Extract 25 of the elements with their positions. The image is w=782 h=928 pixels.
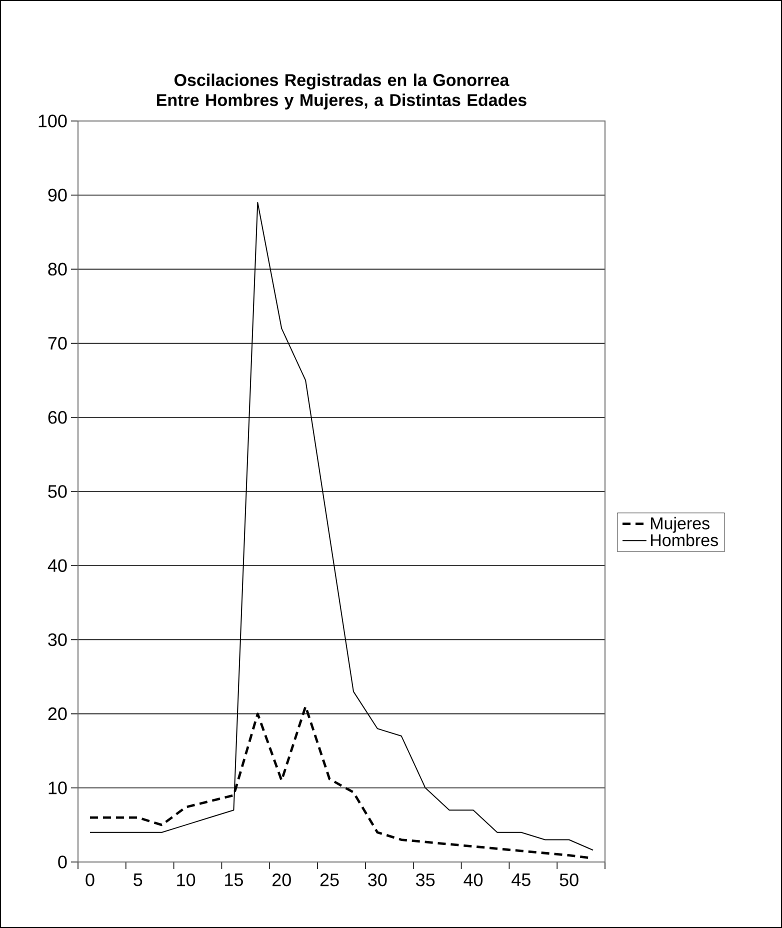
legend-label: Hombres [651,534,718,546]
x-tick-label: 0 [86,874,94,886]
y-tick-label: 20 [48,707,67,720]
y-tick-label: 40 [48,559,67,572]
x-tick-label: 5 [134,874,142,886]
y-tick-label: 100 [38,114,67,128]
y-tick-label: 80 [48,262,67,276]
x-tick-label: 20 [272,874,291,886]
x-tick-label: 30 [368,874,387,886]
x-tick-label: 45 [512,874,530,886]
chart-title: Oscilaciones Registradas en la Gonorrea Entre Hombres y Mujeres, a Distintas Edades [157,74,526,110]
y-tick-label: 30 [48,633,67,646]
x-tick-label: 25 [320,874,339,886]
x-tick-label: 50 [560,874,578,886]
y-tick-label: 50 [48,485,67,498]
x-tick-label: 35 [416,874,435,886]
y-tick-label: 0 [58,856,67,868]
x-tick-label: 10 [177,874,196,886]
y-tick-label: 90 [48,188,67,202]
legend-label: Mujeres [651,516,710,533]
x-tick-label: 40 [464,874,483,886]
y-tick-label: 10 [48,782,67,794]
y-tick-label: 70 [48,336,67,350]
x-tick-label: 15 [225,874,243,886]
y-tick-label: 60 [48,411,67,424]
